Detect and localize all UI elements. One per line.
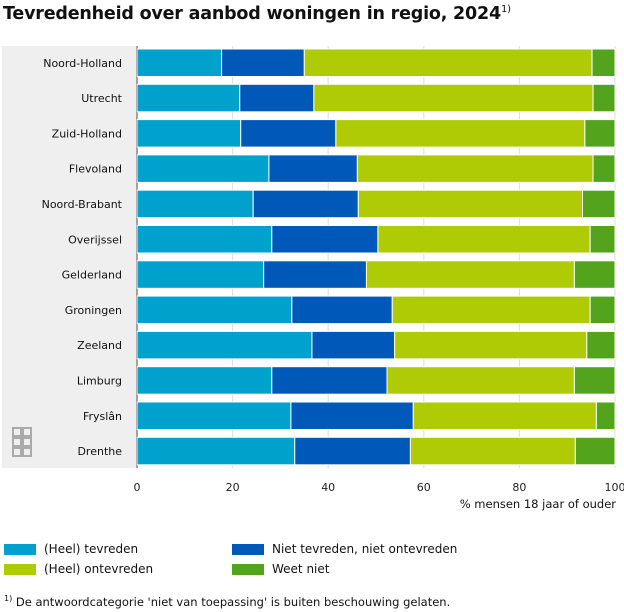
bar-segment xyxy=(136,189,254,219)
bar-segment xyxy=(136,295,293,325)
legend-swatch xyxy=(232,563,264,575)
legend-item: Niet tevreden, niet ontevreden xyxy=(232,542,457,556)
bar-segment xyxy=(240,119,337,148)
x-tick-label: 0 xyxy=(134,481,141,494)
legend-item: Weet niet xyxy=(232,562,329,576)
logo-block xyxy=(22,447,32,457)
bar-segment xyxy=(595,401,616,430)
x-tick-label: 40 xyxy=(321,481,335,494)
footnote: 1) De antwoordcategorie 'niet van toepas… xyxy=(4,594,450,609)
legend-item: (Heel) ontevreden xyxy=(4,562,153,576)
bar-segment xyxy=(291,295,393,325)
logo-block xyxy=(12,427,22,437)
category-label: Groningen xyxy=(65,304,122,317)
bar-segment xyxy=(313,83,594,113)
bar-segment xyxy=(357,189,583,219)
legend-label: (Heel) tevreden xyxy=(44,542,139,556)
legend-label: Niet tevreden, niet ontevreden xyxy=(272,542,458,556)
bar-segment xyxy=(584,119,616,148)
legend-swatch xyxy=(4,543,36,555)
bar-segment xyxy=(136,436,296,466)
bar-segment xyxy=(271,366,388,395)
bar-segment xyxy=(412,401,597,430)
category-label: Noord-Brabant xyxy=(42,198,123,211)
bar-segment xyxy=(591,48,616,77)
bar-segment xyxy=(136,401,292,430)
bar-segment xyxy=(221,48,305,77)
x-tick-label: 100 xyxy=(605,481,624,494)
bar-segment xyxy=(391,295,591,325)
bar-segment xyxy=(386,366,575,395)
x-tick-label: 80 xyxy=(512,481,526,494)
bar-segment xyxy=(136,260,265,289)
category-label: Zuid-Holland xyxy=(52,127,122,140)
bar-segment xyxy=(263,260,367,289)
bar-segment xyxy=(136,154,270,183)
category-label: Overijssel xyxy=(68,233,122,246)
bar-segment xyxy=(294,436,411,466)
chart-title: Tevredenheid over aanbod woningen in reg… xyxy=(3,4,511,24)
bar-segment xyxy=(394,330,588,360)
x-axis-label: % mensen 18 jaar of ouder xyxy=(459,497,616,511)
bar-segment xyxy=(136,366,273,395)
logo-block xyxy=(22,427,32,437)
bar-chart: 0 20 40 60 80 100 Noord-Holland Utrecht Zuid-Hol… xyxy=(12,46,624,494)
category-label: Zeeland xyxy=(77,339,122,352)
bar-segment xyxy=(136,119,242,148)
bar-segment xyxy=(592,83,616,113)
bar-segment xyxy=(581,189,616,219)
category-label: Fryslân xyxy=(83,410,122,423)
bar-segment xyxy=(589,295,616,325)
bar-segment xyxy=(409,436,576,466)
bar-segment xyxy=(365,260,575,289)
legend-swatch xyxy=(232,543,264,555)
bar-segment xyxy=(290,401,414,430)
bar-segment xyxy=(136,83,241,113)
bar-segment xyxy=(592,154,616,183)
category-label: Gelderland xyxy=(62,269,122,282)
bar-segment xyxy=(136,330,313,360)
chart-title-text: Tevredenheid over aanbod woningen in reg… xyxy=(3,4,501,24)
bar-segment xyxy=(271,225,379,254)
bar-segment xyxy=(589,225,616,254)
category-label: Flevoland xyxy=(69,163,122,176)
footnote-mark: 1) xyxy=(4,594,13,603)
bar-segment xyxy=(252,189,359,219)
legend-label: Weet niet xyxy=(272,562,330,576)
bar-segment xyxy=(377,225,591,254)
logo-block xyxy=(12,447,22,457)
bar-segment xyxy=(573,260,616,289)
x-tick-label: 60 xyxy=(417,481,431,494)
bar-segment xyxy=(268,154,358,183)
bar-segment xyxy=(303,48,593,77)
bar-segment xyxy=(335,119,586,148)
x-tick-label: 20 xyxy=(226,481,240,494)
category-label: Noord-Holland xyxy=(43,57,122,70)
bar-segment xyxy=(239,83,315,113)
footnote-text: De antwoordcategorie 'niet van toepassin… xyxy=(15,594,451,609)
logo-block xyxy=(22,437,32,447)
category-label: Limburg xyxy=(77,374,122,387)
category-label: Utrecht xyxy=(81,92,122,105)
legend-label: (Heel) ontevreden xyxy=(44,562,154,576)
legend-swatch xyxy=(4,563,36,575)
bar-segment xyxy=(573,366,616,395)
legend-item: (Heel) tevreden xyxy=(4,542,138,556)
cbs-logo xyxy=(12,427,32,457)
bar-segment xyxy=(586,330,616,360)
bar-segment xyxy=(136,48,223,77)
bar-segment xyxy=(136,225,273,254)
logo-block xyxy=(12,437,22,447)
bar-segment xyxy=(356,154,594,183)
bar-segment xyxy=(574,436,616,466)
category-label: Drenthe xyxy=(77,445,122,458)
title-footnote-mark: 1) xyxy=(500,4,511,16)
bar-segment xyxy=(311,330,396,360)
